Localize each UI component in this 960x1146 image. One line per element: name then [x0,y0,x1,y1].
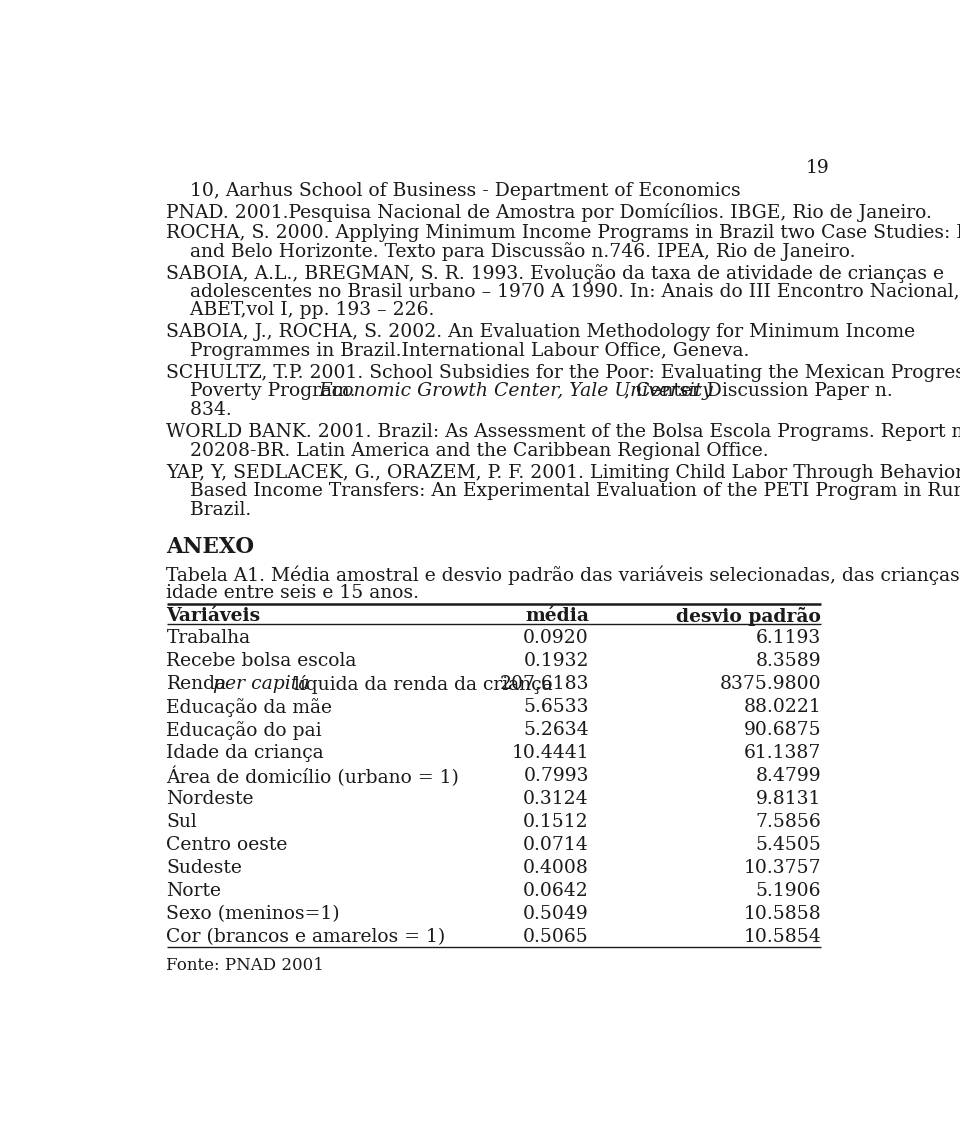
Text: , Center Discussion Paper n.: , Center Discussion Paper n. [624,383,893,400]
Text: Educação da mãe: Educação da mãe [166,698,332,716]
Text: Trabalha: Trabalha [166,629,251,646]
Text: YAP, Y, SEDLACEK, G., ORAZEM, P. F. 2001. Limiting Child Labor Through Behavior-: YAP, Y, SEDLACEK, G., ORAZEM, P. F. 2001… [166,463,960,481]
Text: 0.1512: 0.1512 [523,813,588,831]
Text: Idade da criança: Idade da criança [166,744,324,762]
Text: média: média [525,607,588,625]
Text: Programmes in Brazil.International Labour Office, Geneva.: Programmes in Brazil.International Labou… [166,342,750,360]
Text: 19: 19 [805,159,829,178]
Text: 207.6183: 207.6183 [499,675,588,692]
Text: 0.5065: 0.5065 [523,928,588,945]
Text: 5.1906: 5.1906 [756,881,822,900]
Text: SABOIA, A.L., BREGMAN, S. R. 1993. Evolução da taxa de atividade de crianças e: SABOIA, A.L., BREGMAN, S. R. 1993. Evolu… [166,264,945,283]
Text: desvio padrão: desvio padrão [677,607,822,626]
Text: SABOIA, J., ROCHA, S. 2002. An Evaluation Methodology for Minimum Income: SABOIA, J., ROCHA, S. 2002. An Evaluatio… [166,323,916,342]
Text: Recebe bolsa escola: Recebe bolsa escola [166,652,357,669]
Text: Based Income Transfers: An Experimental Evaluation of the PETI Program in Rural: Based Income Transfers: An Experimental … [166,482,960,501]
Text: 8.3589: 8.3589 [756,652,822,669]
Text: Poverty Program.: Poverty Program. [166,383,362,400]
Text: 88.0221: 88.0221 [744,698,822,715]
Text: Brazil.: Brazil. [166,501,252,519]
Text: líquida da renda da criança: líquida da renda da criança [288,675,552,693]
Text: per capita: per capita [213,675,309,692]
Text: Fonte: PNAD 2001: Fonte: PNAD 2001 [166,957,324,974]
Text: adolescentes no Brasil urbano – 1970 A 1990. In: Anais do III Encontro Nacional,: adolescentes no Brasil urbano – 1970 A 1… [166,282,960,300]
Text: 0.7993: 0.7993 [523,767,588,785]
Text: ROCHA, S. 2000. Applying Minimum Income Programs in Brazil two Case Studies: Bel: ROCHA, S. 2000. Applying Minimum Income … [166,223,960,243]
Text: Variáveis: Variáveis [166,607,260,625]
Text: Sudeste: Sudeste [166,858,242,877]
Text: PNAD. 2001.Pesquisa Nacional de Amostra por Domícílios. IBGE, Rio de Janeiro.: PNAD. 2001.Pesquisa Nacional de Amostra … [166,203,932,221]
Text: ANEXO: ANEXO [166,536,254,558]
Text: Centro oeste: Centro oeste [166,835,288,854]
Text: 20208-BR. Latin America and the Caribbean Regional Office.: 20208-BR. Latin America and the Caribbea… [166,442,769,460]
Text: Tabela A1. Média amostral e desvio padrão das variáveis selecionadas, das crianç: Tabela A1. Média amostral e desvio padrã… [166,565,960,584]
Text: 90.6875: 90.6875 [744,721,822,739]
Text: Cor (brancos e amarelos = 1): Cor (brancos e amarelos = 1) [166,928,445,945]
Text: 834.: 834. [166,401,232,419]
Text: 0.3124: 0.3124 [523,790,588,808]
Text: WORLD BANK. 2001. Brazil: As Assessment of the Bolsa Escola Programs. Report n.: WORLD BANK. 2001. Brazil: As Assessment … [166,423,960,441]
Text: 8.4799: 8.4799 [756,767,822,785]
Text: and Belo Horizonte. Texto para Discussão n.746. IPEA, Rio de Janeiro.: and Belo Horizonte. Texto para Discussão… [166,242,856,261]
Text: Sul: Sul [166,813,197,831]
Text: 6.1193: 6.1193 [756,629,822,646]
Text: Norte: Norte [166,881,222,900]
Text: 5.4505: 5.4505 [756,835,822,854]
Text: 61.1387: 61.1387 [744,744,822,762]
Text: 0.0714: 0.0714 [523,835,588,854]
Text: 9.8131: 9.8131 [756,790,822,808]
Text: 0.4008: 0.4008 [523,858,588,877]
Text: Renda: Renda [166,675,227,692]
Text: 10.3757: 10.3757 [744,858,822,877]
Text: 10.4441: 10.4441 [512,744,588,762]
Text: Educação do pai: Educação do pai [166,721,323,739]
Text: 10.5858: 10.5858 [744,905,822,923]
Text: SCHULTZ, T.P. 2001. School Subsidies for the Poor: Evaluating the Mexican Progre: SCHULTZ, T.P. 2001. School Subsidies for… [166,363,960,382]
Text: 0.0920: 0.0920 [523,629,588,646]
Text: Economic Growth Center, Yale University: Economic Growth Center, Yale University [318,383,712,400]
Text: Nordeste: Nordeste [166,790,254,808]
Text: 8375.9800: 8375.9800 [720,675,822,692]
Text: Sexo (meninos=1): Sexo (meninos=1) [166,905,340,923]
Text: 10.5854: 10.5854 [744,928,822,945]
Text: 0.0642: 0.0642 [523,881,588,900]
Text: 10, Aarhus School of Business - Department of Economics: 10, Aarhus School of Business - Departme… [190,182,740,201]
Text: 5.2634: 5.2634 [523,721,588,739]
Text: Área de domicílio (urbano = 1): Área de domicílio (urbano = 1) [166,767,460,787]
Text: idade entre seis e 15 anos.: idade entre seis e 15 anos. [166,584,420,603]
Text: ABET,vol I, pp. 193 – 226.: ABET,vol I, pp. 193 – 226. [166,301,435,320]
Text: 0.1932: 0.1932 [523,652,588,669]
Text: 5.6533: 5.6533 [523,698,588,715]
Text: 7.5856: 7.5856 [756,813,822,831]
Text: 0.5049: 0.5049 [523,905,588,923]
